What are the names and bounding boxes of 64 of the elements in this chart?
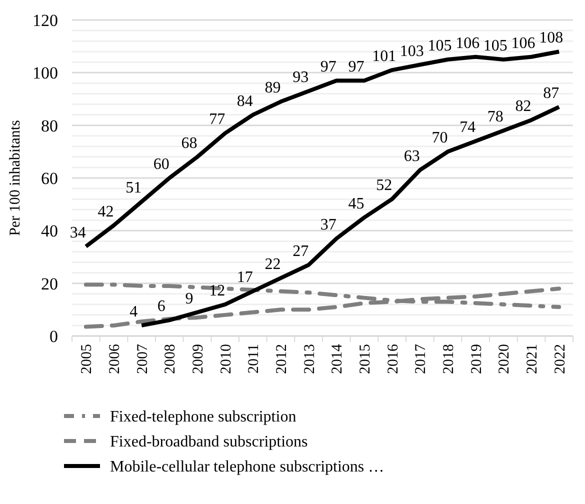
line-series: [84, 286, 562, 329]
x-tick-label: 2012: [274, 344, 290, 374]
data-label: 97: [320, 58, 336, 76]
y-tick-label: 120: [32, 10, 58, 30]
data-label: 52: [376, 177, 392, 194]
data-label: 27: [292, 242, 309, 260]
x-tick-label: 2005: [79, 344, 96, 374]
data-label: 108: [539, 30, 564, 47]
x-tick-label: 2019: [468, 344, 485, 374]
data-label: 74: [460, 119, 476, 136]
x-tick-label: 2007: [134, 344, 151, 374]
data-label: 22: [264, 256, 281, 274]
x-tick-label: 2008: [162, 344, 179, 374]
data-label: 37: [320, 216, 336, 234]
data-label: 105: [483, 38, 508, 54]
legend-label: Mobile-cellular telephone subscriptions …: [110, 458, 384, 476]
y-tick-label: 100: [32, 64, 58, 83]
x-tick-label: 2009: [190, 344, 206, 374]
data-label: 106: [511, 34, 536, 52]
legend-label: Fixed-telephone subscription: [110, 408, 296, 426]
data-label: 42: [98, 203, 114, 220]
data-label: 4: [130, 303, 138, 320]
data-label: 93: [292, 69, 309, 86]
y-tick-label: 60: [41, 168, 58, 188]
data-label: 78: [487, 108, 504, 126]
data-label: 70: [432, 130, 448, 147]
data-label: 68: [181, 134, 198, 152]
data-label: 17: [236, 269, 253, 286]
data-label: 89: [264, 80, 281, 97]
x-tick-label: 2006: [107, 344, 123, 374]
x-tick-label: 2021: [524, 344, 540, 374]
data-label: 60: [153, 156, 170, 173]
data-label: 9: [185, 290, 194, 308]
legend-label: Fixed-broadband subscriptions: [110, 434, 308, 451]
data-label: 63: [404, 148, 420, 166]
data-label: 51: [126, 180, 142, 197]
data-label: 106: [456, 34, 480, 52]
data-label: 34: [70, 224, 86, 242]
x-tick-label: 2011: [246, 344, 262, 374]
data-label: 77: [209, 111, 226, 128]
y-tick-label: 20: [41, 274, 58, 294]
x-tick-label: 2010: [218, 344, 234, 374]
x-tick-label: 2018: [441, 344, 457, 374]
data-label: 87: [543, 84, 560, 102]
x-tick-label: 2022: [552, 344, 568, 374]
data-label: 103: [400, 42, 424, 60]
data-label: 97: [348, 58, 364, 76]
data-label: 12: [209, 282, 226, 300]
x-tick-label: 2017: [413, 344, 430, 374]
data-label: 101: [372, 48, 396, 66]
x-tick-label: 2015: [358, 344, 374, 374]
x-tick-label: 2013: [302, 344, 318, 374]
data-label: 6: [157, 298, 166, 316]
y-axis-title: Per 100 inhabitants: [7, 120, 24, 236]
data-label: 105: [428, 38, 452, 54]
x-tick-label: 2014: [330, 344, 346, 374]
x-tick-label: 2016: [385, 344, 402, 374]
data-label: 84: [236, 92, 253, 110]
data-label: 45: [348, 196, 364, 212]
y-tick-label: 0: [50, 326, 58, 346]
data-label: 82: [515, 98, 532, 116]
y-tick-label: 40: [41, 222, 58, 241]
y-tick-label: 80: [41, 116, 58, 136]
x-tick-label: 2020: [496, 344, 513, 374]
